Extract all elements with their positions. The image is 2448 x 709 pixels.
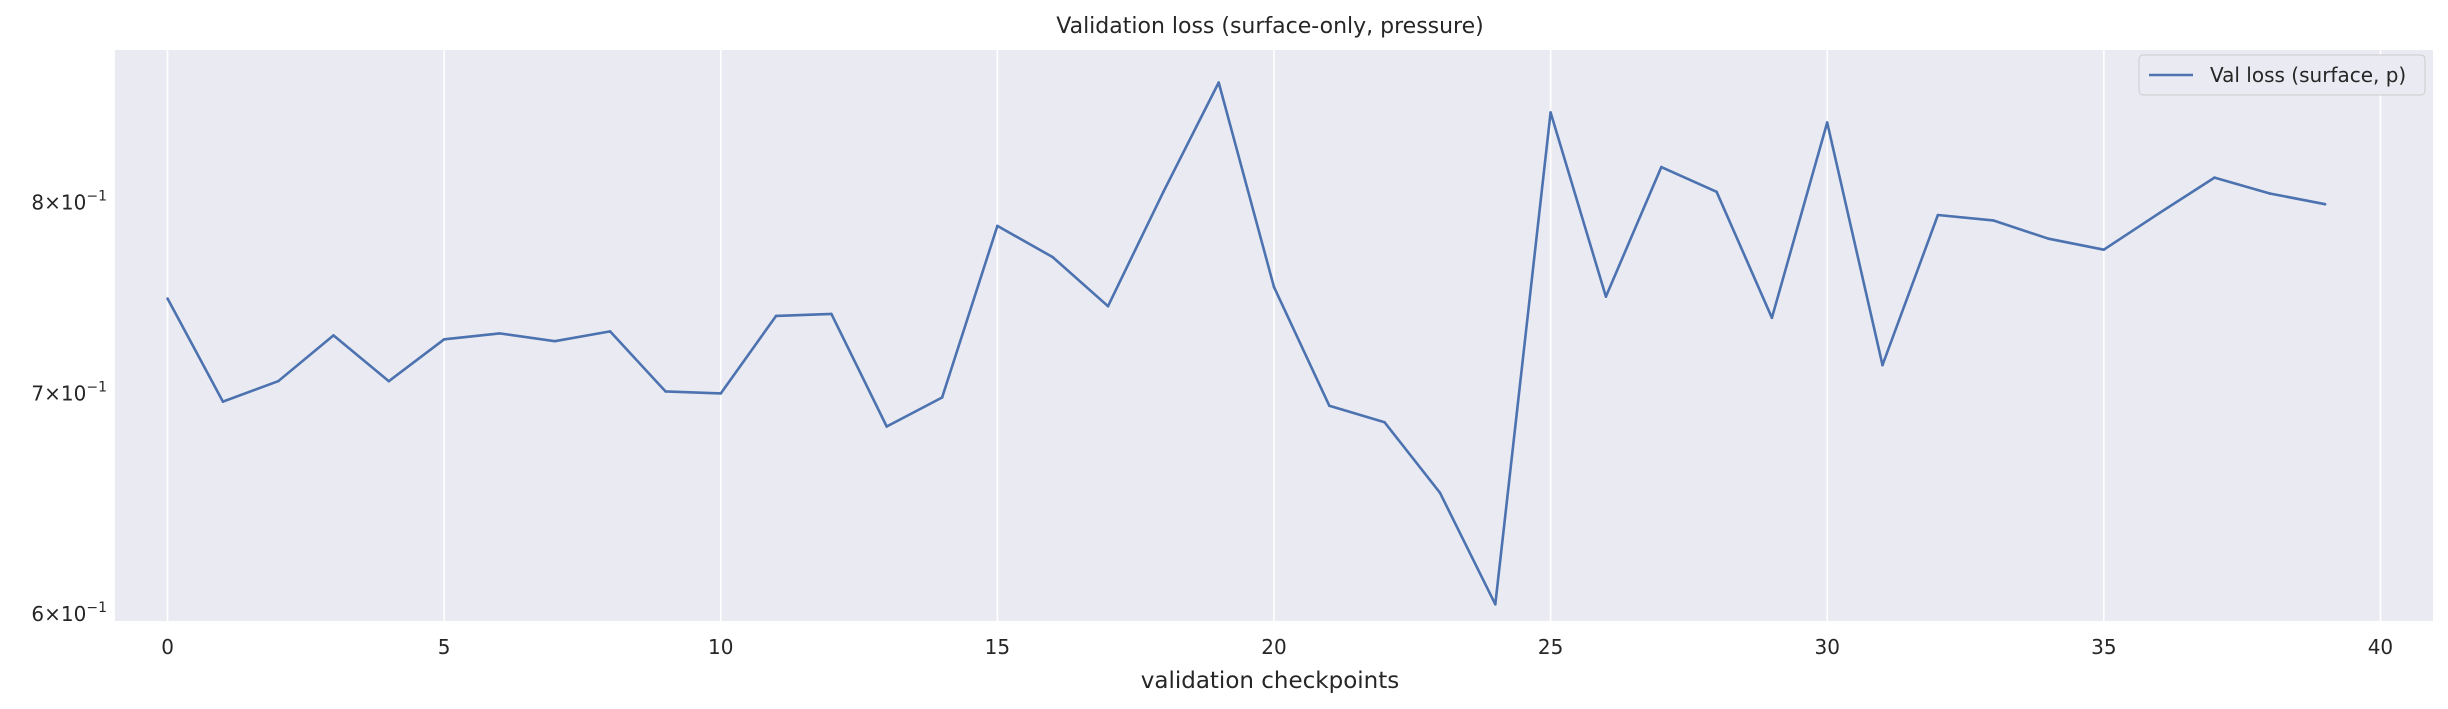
data-point	[1825, 121, 1829, 124]
data-point	[1383, 421, 1386, 424]
x-tick-label: 10	[708, 635, 733, 659]
data-point	[1438, 491, 1442, 495]
data-point	[1162, 190, 1165, 194]
data-point	[774, 314, 778, 318]
grid	[166, 50, 2382, 621]
data-point	[221, 400, 225, 403]
data-point	[2213, 176, 2216, 179]
data-point	[387, 379, 391, 383]
data-point	[442, 338, 446, 341]
legend: Val loss (surface, p)	[2138, 54, 2426, 96]
legend-label: Val loss (surface, p)	[2210, 63, 2406, 87]
x-tick-label: 25	[1538, 635, 1563, 659]
x-tick-label: 0	[161, 635, 174, 659]
data-point	[830, 312, 833, 316]
series-line	[166, 81, 2326, 606]
data-point	[1217, 81, 1220, 84]
data-point	[996, 224, 999, 228]
data-point	[1494, 603, 1497, 606]
data-point	[1549, 111, 1552, 114]
series-group	[166, 81, 2327, 606]
data-point	[1106, 304, 1110, 308]
data-point	[553, 339, 557, 343]
data-point	[719, 392, 723, 395]
x-tick-label: 30	[1814, 635, 1839, 659]
data-point	[940, 396, 944, 399]
data-point	[1991, 219, 1995, 222]
data-point	[2157, 211, 2161, 215]
data-point	[885, 425, 888, 428]
data-point	[1328, 404, 1331, 408]
data-point	[1936, 213, 1940, 217]
y-tick-label: 6×10−1	[31, 600, 107, 626]
data-point	[1715, 190, 1718, 194]
x-tick-label: 20	[1261, 635, 1286, 659]
x-tick-label: 15	[985, 635, 1010, 659]
chart-title: Validation loss (surface-only, pressure)	[1056, 14, 1484, 39]
data-point	[1051, 255, 1054, 259]
x-tick-label: 5	[438, 635, 451, 659]
data-point	[1604, 295, 1608, 298]
data-point	[166, 297, 169, 300]
data-point	[1272, 285, 1276, 289]
data-point	[332, 334, 335, 337]
x-axis-ticks: 0 5 10 15 20 25 30 35 40	[161, 635, 2393, 659]
data-point	[1881, 363, 1884, 367]
data-point	[498, 332, 501, 335]
data-point	[608, 330, 612, 333]
x-axis-label: validation checkpoints	[1141, 668, 1400, 694]
y-axis-ticks: 6×10−1 7×10−1 8×10−1	[31, 188, 107, 625]
data-point	[2323, 202, 2327, 206]
y-tick-label: 7×10−1	[31, 379, 107, 405]
data-point	[2102, 248, 2106, 251]
x-tick-label: 40	[2368, 635, 2393, 659]
y-tick-label: 8×10−1	[31, 188, 107, 214]
data-point	[2047, 237, 2050, 240]
data-point	[664, 390, 667, 393]
data-point	[1660, 165, 1663, 169]
data-point	[2268, 192, 2272, 195]
x-tick-label: 35	[2091, 635, 2116, 659]
data-point	[1770, 316, 1774, 320]
legend-frame	[2138, 54, 2426, 96]
data-point	[276, 379, 280, 383]
